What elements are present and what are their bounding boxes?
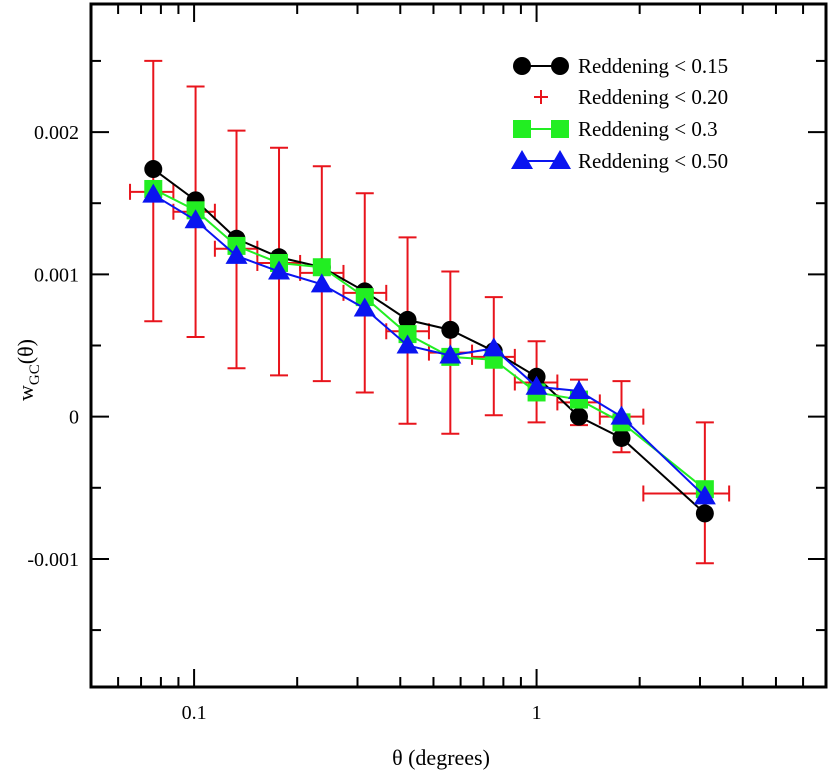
y-axis-title-sub: GC — [27, 364, 43, 385]
legend-item: Reddening < 0.50 — [511, 149, 728, 173]
data-point — [695, 504, 714, 523]
y-tick-label: 0.002 — [34, 122, 79, 144]
data-point — [310, 273, 333, 293]
x-tick-label: 0.1 — [182, 702, 207, 724]
legend-item: Reddening < 0.3 — [513, 117, 718, 141]
data-point — [441, 320, 460, 339]
legend-marker — [534, 90, 548, 104]
legend-marker-left — [513, 57, 531, 75]
legend-item: Reddening < 0.20 — [534, 85, 728, 109]
data-point — [396, 334, 419, 354]
data-point — [525, 375, 548, 395]
data-point — [569, 407, 588, 426]
legend-label: Reddening < 0.50 — [578, 149, 728, 173]
chart-marks — [129, 59, 731, 565]
data-point — [693, 485, 716, 505]
data-point — [398, 310, 417, 329]
x-tick-label: 1 — [532, 702, 542, 724]
series-3 — [142, 183, 716, 505]
data-point — [398, 325, 417, 344]
data-point — [355, 288, 374, 307]
legend-item: Reddening < 0.15 — [513, 54, 728, 78]
data-point — [439, 344, 462, 364]
data-point — [353, 297, 376, 317]
legend-label: Reddening < 0.15 — [578, 54, 728, 78]
legend-label: Reddening < 0.20 — [578, 85, 728, 109]
data-point — [610, 405, 633, 425]
legend-marker-right — [551, 57, 569, 75]
y-axis-title: wGC(θ) — [13, 339, 43, 401]
data-point — [312, 258, 331, 277]
x-axis-title: θ (degrees) — [392, 745, 490, 770]
y-tick-label: 0 — [69, 407, 79, 429]
data-point — [225, 244, 248, 264]
axis-ticks — [90, 4, 827, 687]
legend-marker-left — [513, 120, 531, 138]
legend-marker-right — [549, 150, 571, 169]
y-axis-title-main: w — [13, 385, 38, 401]
data-point — [567, 380, 590, 400]
data-point — [184, 209, 207, 229]
legend: Reddening < 0.15 Reddening < 0.20 Reddenin… — [511, 54, 728, 173]
tick-labels: 0.1 1 -0.001 0 0.001 0.002 — [27, 122, 541, 724]
data-point — [268, 260, 291, 280]
legend-marker-right — [551, 120, 569, 138]
data-point — [142, 183, 165, 203]
series-0 — [144, 160, 714, 523]
data-point — [144, 160, 163, 179]
y-axis-title-tail: (θ) — [13, 339, 38, 364]
legend-label: Reddening < 0.3 — [578, 117, 718, 141]
y-tick-label: 0.001 — [34, 264, 79, 286]
data-point — [612, 428, 631, 447]
data-point — [482, 337, 505, 357]
legend-marker-left — [511, 150, 533, 169]
y-tick-label: -0.001 — [27, 549, 79, 571]
